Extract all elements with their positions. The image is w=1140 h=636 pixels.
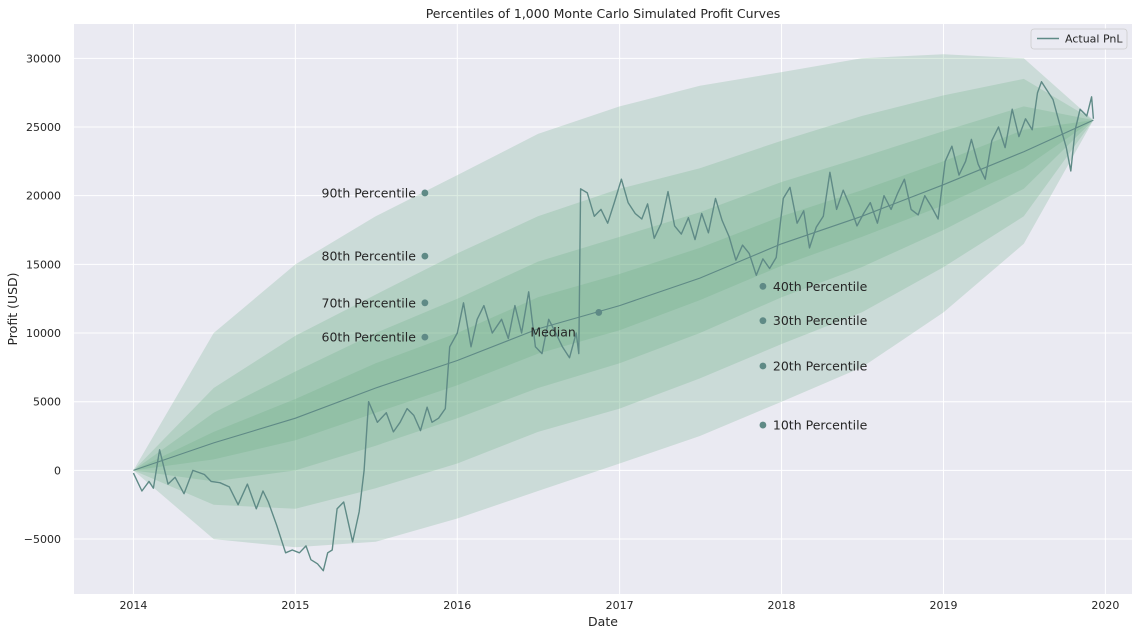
legend-box (1030, 28, 1128, 50)
x-tick-labels: 2014 2015 2016 2017 2018 2019 2020 (119, 599, 1119, 612)
90th-percentile-marker (421, 189, 429, 197)
x-tick-label: 2017 (606, 599, 634, 612)
40th-percentile-marker (759, 282, 767, 290)
y-tick-label: 20000 (26, 190, 61, 203)
percentile-annotations: 90th Percentile 80th Percentile 70th Perce… (322, 185, 868, 432)
chart-title: Percentiles of 1,000 Monte Carlo Simulat… (426, 6, 781, 21)
y-tick-label: −5000 (24, 533, 61, 546)
20th-percentile-label: 20th Percentile (773, 359, 868, 374)
grid-lines (74, 24, 1132, 594)
x-tick-label: 2019 (929, 599, 957, 612)
x-tick-label: 2016 (443, 599, 471, 612)
y-tick-label: 30000 (26, 52, 61, 65)
y-tick-label: 5000 (33, 396, 61, 409)
median-marker (595, 309, 603, 316)
60th-percentile-label: 60th Percentile (322, 330, 417, 345)
y-axis-label: Profit (USD) (5, 272, 20, 345)
percentile-band-2 (133, 78, 1094, 509)
x-axis-label: Date (588, 614, 618, 629)
x-tick-label: 2014 (119, 599, 147, 612)
10th-percentile-label: 10th Percentile (773, 418, 868, 433)
40th-percentile-label: 40th Percentile (773, 279, 868, 294)
median-line (133, 119, 1094, 471)
70th-percentile-label: 70th Percentile (322, 295, 417, 310)
x-tick-label: 2020 (1091, 599, 1119, 612)
legend: Actual PnL (1030, 28, 1128, 50)
percentile-band-3 (133, 106, 1094, 482)
percentile-band-1 (133, 54, 1094, 548)
x-tick-label: 2015 (281, 599, 309, 612)
y-tick-label: 25000 (26, 121, 61, 134)
90th-percentile-label: 90th Percentile (322, 185, 417, 200)
median-layer (133, 119, 1094, 471)
actual-pnl-line (132, 80, 1095, 572)
series-layer (132, 80, 1095, 572)
80th-percentile-marker (421, 252, 429, 260)
legend-label: Actual PnL (1065, 33, 1123, 46)
80th-percentile-label: 80th Percentile (322, 249, 417, 264)
y-tick-labels: −5000 0 5000 10000 15000 20000 25000 30000 (24, 52, 61, 546)
70th-percentile-marker (421, 299, 429, 307)
plot-background (74, 24, 1132, 594)
median-label: Median (530, 324, 575, 339)
10th-percentile-marker (759, 421, 767, 429)
percentile-bands (133, 54, 1094, 548)
30th-percentile-marker (759, 317, 767, 325)
y-tick-label: 10000 (26, 327, 61, 340)
percentile-band-4 (133, 120, 1094, 471)
30th-percentile-label: 30th Percentile (773, 313, 868, 328)
60th-percentile-marker (421, 333, 429, 341)
y-tick-label: 0 (54, 464, 61, 477)
x-tick-label: 2018 (768, 599, 796, 612)
20th-percentile-marker (759, 362, 767, 370)
y-tick-label: 15000 (26, 258, 61, 271)
